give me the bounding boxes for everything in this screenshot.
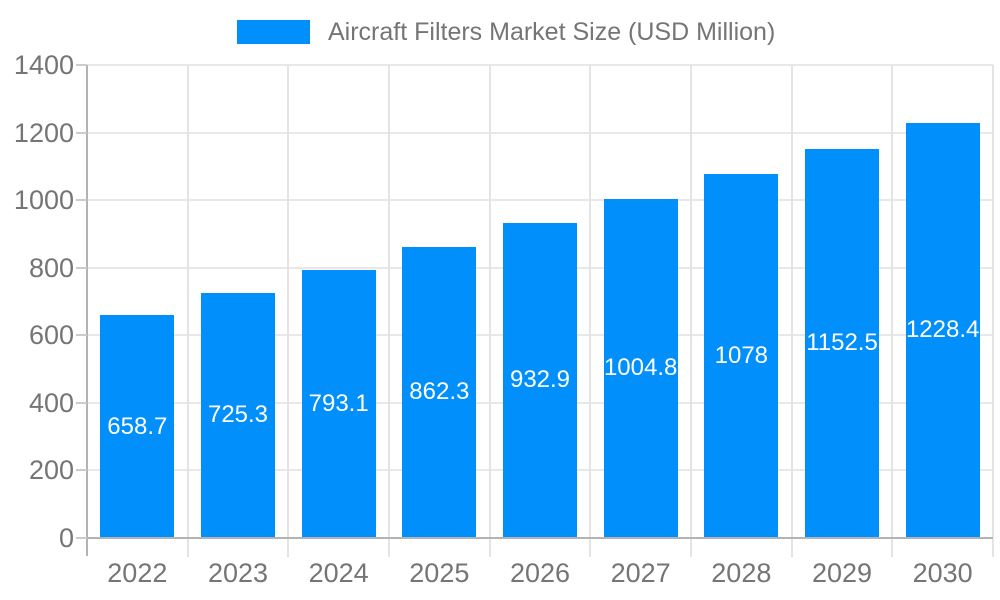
bar: 862.3 <box>402 246 477 538</box>
y-axis-line <box>86 65 88 556</box>
bar-value-label: 862.3 <box>409 378 470 406</box>
bar: 725.3 <box>201 292 275 538</box>
category-boundary-line <box>891 65 894 538</box>
y-axis-tick <box>76 266 87 269</box>
bar-value-label: 658.7 <box>107 412 168 440</box>
x-axis-tick <box>891 539 894 557</box>
gridline <box>87 199 993 202</box>
gridline <box>87 64 993 66</box>
bar: 793.1 <box>301 270 376 538</box>
legend-series-label: Aircraft Filters Market Size (USD Millio… <box>328 17 776 46</box>
y-axis-tick <box>76 469 87 472</box>
x-tick-label: 2023 <box>207 558 269 588</box>
bar: 658.7 <box>100 315 175 538</box>
category-boundary-line <box>488 65 491 538</box>
bar-value-label: 793.1 <box>308 390 369 418</box>
x-axis-tick <box>690 539 692 557</box>
legend-swatch-icon <box>237 20 310 44</box>
bar: 1228.4 <box>905 122 980 538</box>
x-axis-tick <box>488 539 491 557</box>
x-tick-label: 2029 <box>811 558 873 588</box>
x-tick-label: 2022 <box>107 558 168 588</box>
gridline <box>87 131 993 134</box>
x-axis-tick <box>388 539 390 557</box>
bar: 1152.5 <box>805 148 879 538</box>
bar: 1004.8 <box>603 198 678 538</box>
y-axis-tick <box>76 537 87 539</box>
y-tick-label: 400 <box>28 387 74 418</box>
category-boundary-line <box>790 65 793 538</box>
legend-item[interactable]: Aircraft Filters Market Size (USD Millio… <box>237 18 775 46</box>
bar-value-label: 1152.5 <box>806 329 878 357</box>
y-tick-label: 1000 <box>13 185 74 216</box>
y-axis-tick <box>76 401 87 404</box>
x-axis-line <box>87 537 993 539</box>
x-tick-label: 2030 <box>912 558 973 588</box>
bar-value-label: 1004.8 <box>603 354 678 382</box>
y-axis-tick <box>76 334 87 337</box>
y-tick-label: 800 <box>28 252 74 283</box>
x-axis-tick <box>287 539 290 557</box>
x-tick-label: 2025 <box>409 558 470 588</box>
category-boundary-line <box>589 65 592 538</box>
category-boundary-line <box>992 65 994 538</box>
category-boundary-line <box>690 65 692 538</box>
y-tick-label: 1200 <box>13 117 74 148</box>
y-axis-tick <box>76 64 87 66</box>
x-axis-tick <box>589 539 592 557</box>
bar-value-label: 932.9 <box>509 366 571 394</box>
bar-value-label: 1228.4 <box>905 316 980 344</box>
y-tick-label: 0 <box>58 523 74 553</box>
x-tick-label: 2028 <box>711 558 772 588</box>
y-axis-tick <box>76 199 87 202</box>
x-axis-tick <box>186 539 189 557</box>
category-boundary-line <box>388 65 390 538</box>
bar-value-label: 725.3 <box>207 401 269 429</box>
x-axis-tick <box>790 539 793 557</box>
y-axis-tick <box>76 131 87 134</box>
x-axis-tick <box>992 539 994 557</box>
bar-value-label: 1078 <box>714 341 769 369</box>
x-tick-label: 2027 <box>610 558 671 588</box>
y-tick-label: 200 <box>28 455 74 486</box>
bar: 932.9 <box>503 222 577 538</box>
bar: 1078 <box>704 173 779 538</box>
x-tick-label: 2024 <box>308 558 369 588</box>
y-tick-label: 1400 <box>13 50 74 80</box>
plot-area: 658.7 725.3 793.1 862.3 932.9 1004.8 1078 1152.… <box>87 64 994 538</box>
y-tick-label: 600 <box>28 320 74 351</box>
x-tick-label: 2026 <box>509 558 571 588</box>
category-boundary-line <box>186 65 189 538</box>
category-boundary-line <box>287 65 290 538</box>
